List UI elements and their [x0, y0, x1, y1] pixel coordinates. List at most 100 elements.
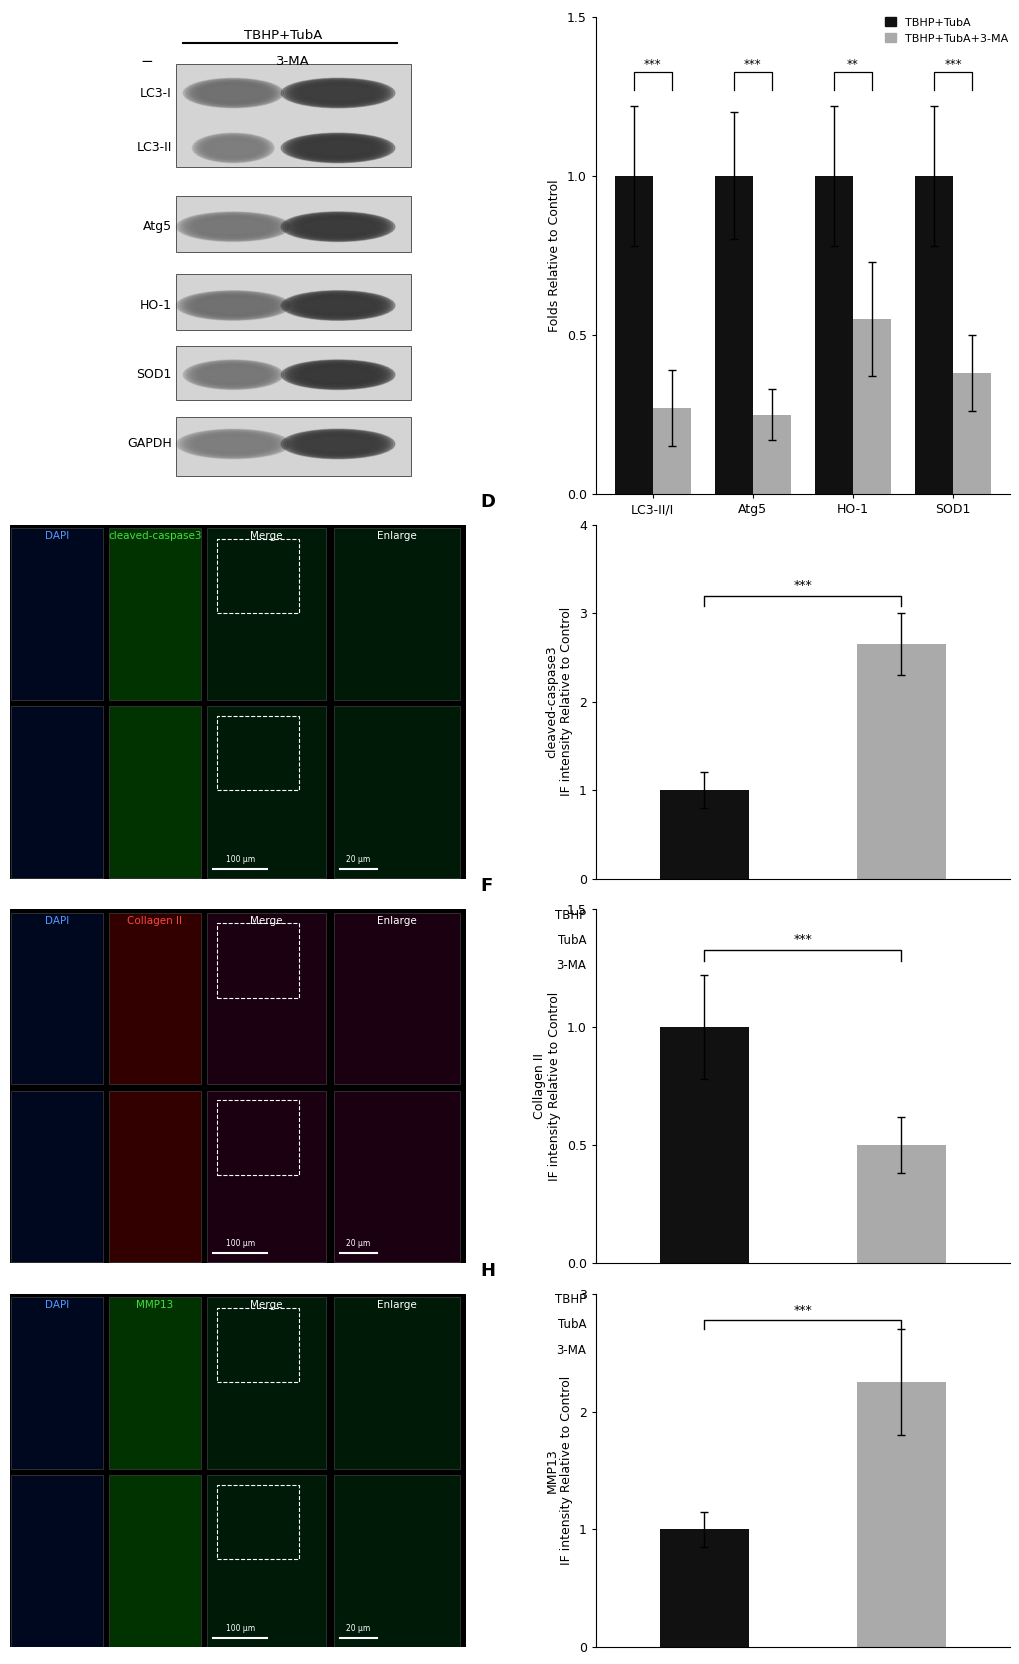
Text: Enlarge: Enlarge: [377, 915, 417, 925]
Ellipse shape: [290, 136, 385, 160]
Text: H: H: [480, 1261, 494, 1280]
Text: ***: ***: [793, 934, 811, 947]
Text: ***: ***: [793, 1303, 811, 1316]
Ellipse shape: [281, 133, 394, 163]
Ellipse shape: [282, 291, 392, 319]
Text: ***: ***: [643, 58, 661, 72]
Bar: [334, 706, 460, 879]
Bar: [11, 1474, 103, 1647]
Bar: [109, 706, 201, 879]
Ellipse shape: [286, 135, 389, 161]
Bar: [11, 529, 103, 701]
Text: Merge: Merge: [250, 1300, 282, 1310]
Ellipse shape: [294, 138, 381, 158]
Bar: [217, 716, 299, 790]
Text: Enlarge: Enlarge: [377, 1300, 417, 1310]
Bar: [914, 176, 952, 494]
Ellipse shape: [292, 364, 383, 386]
Bar: [952, 373, 990, 494]
Bar: [207, 914, 325, 1085]
Text: +: +: [896, 1318, 906, 1331]
Bar: [334, 529, 460, 701]
Text: F: F: [480, 877, 492, 895]
Ellipse shape: [294, 83, 381, 103]
Ellipse shape: [292, 216, 383, 238]
Ellipse shape: [292, 82, 383, 105]
Bar: [207, 1090, 325, 1263]
Text: LC3-I: LC3-I: [140, 87, 171, 100]
Bar: [659, 790, 748, 879]
Ellipse shape: [189, 361, 278, 388]
Text: Atg5: Atg5: [143, 220, 171, 233]
Text: DAPI: DAPI: [45, 1300, 69, 1310]
Text: GAPDH: GAPDH: [127, 438, 171, 451]
Text: **: **: [846, 58, 858, 72]
Ellipse shape: [281, 291, 394, 319]
Bar: [176, 65, 411, 166]
Text: DAPI: DAPI: [45, 531, 69, 541]
Ellipse shape: [296, 434, 379, 454]
Ellipse shape: [192, 82, 275, 105]
Ellipse shape: [294, 216, 381, 238]
Bar: [109, 1298, 201, 1469]
Ellipse shape: [288, 431, 387, 456]
Text: 20 μm: 20 μm: [346, 1624, 370, 1632]
Text: +: +: [896, 960, 906, 972]
Ellipse shape: [195, 135, 271, 161]
Ellipse shape: [292, 136, 383, 160]
Text: TBHP+TubA: TBHP+TubA: [244, 28, 322, 42]
Bar: [659, 1027, 748, 1263]
Bar: [109, 1090, 201, 1263]
Bar: [856, 644, 945, 879]
Bar: [176, 346, 411, 399]
Text: +: +: [896, 934, 906, 947]
Text: MMP13: MMP13: [136, 1300, 173, 1310]
Bar: [176, 196, 411, 251]
Ellipse shape: [284, 431, 390, 458]
Y-axis label: cleaved-caspase3
IF intensity Relative to Control: cleaved-caspase3 IF intensity Relative t…: [545, 607, 573, 797]
Ellipse shape: [296, 83, 379, 103]
Ellipse shape: [286, 431, 389, 458]
Y-axis label: MMP13
IF intensity Relative to Control: MMP13 IF intensity Relative to Control: [545, 1376, 573, 1566]
Text: +: +: [896, 1345, 906, 1356]
Ellipse shape: [176, 291, 290, 319]
Text: 3-MA: 3-MA: [555, 1345, 586, 1356]
Bar: [207, 706, 325, 879]
Ellipse shape: [178, 291, 288, 319]
Bar: [334, 1090, 460, 1263]
Text: 100 μm: 100 μm: [225, 1624, 255, 1632]
Ellipse shape: [281, 211, 394, 241]
Ellipse shape: [286, 213, 389, 240]
Text: +: +: [699, 1318, 708, 1331]
Text: TubA: TubA: [557, 1318, 586, 1331]
Bar: [334, 1298, 460, 1469]
Bar: [11, 914, 103, 1085]
Text: ***: ***: [944, 58, 961, 72]
Ellipse shape: [180, 431, 286, 458]
Ellipse shape: [282, 78, 392, 106]
Ellipse shape: [286, 80, 389, 106]
Text: Merge: Merge: [250, 915, 282, 925]
Bar: [217, 924, 299, 998]
Text: LC3-II: LC3-II: [137, 141, 171, 155]
Bar: [11, 1090, 103, 1263]
Bar: [334, 914, 460, 1085]
Ellipse shape: [183, 293, 282, 318]
Ellipse shape: [178, 213, 288, 241]
Ellipse shape: [184, 361, 281, 389]
Bar: [856, 1383, 945, 1647]
Ellipse shape: [290, 215, 385, 238]
Bar: [176, 275, 411, 331]
Ellipse shape: [282, 361, 392, 389]
Bar: [217, 1100, 299, 1175]
Ellipse shape: [282, 133, 392, 161]
Text: cleaved-caspase3: cleaved-caspase3: [108, 531, 202, 541]
Bar: [659, 1529, 748, 1647]
Ellipse shape: [189, 80, 278, 106]
Ellipse shape: [197, 135, 270, 161]
Ellipse shape: [284, 361, 390, 388]
Ellipse shape: [284, 213, 390, 240]
Text: DAPI: DAPI: [45, 915, 69, 925]
Ellipse shape: [182, 431, 284, 458]
Ellipse shape: [186, 80, 280, 106]
